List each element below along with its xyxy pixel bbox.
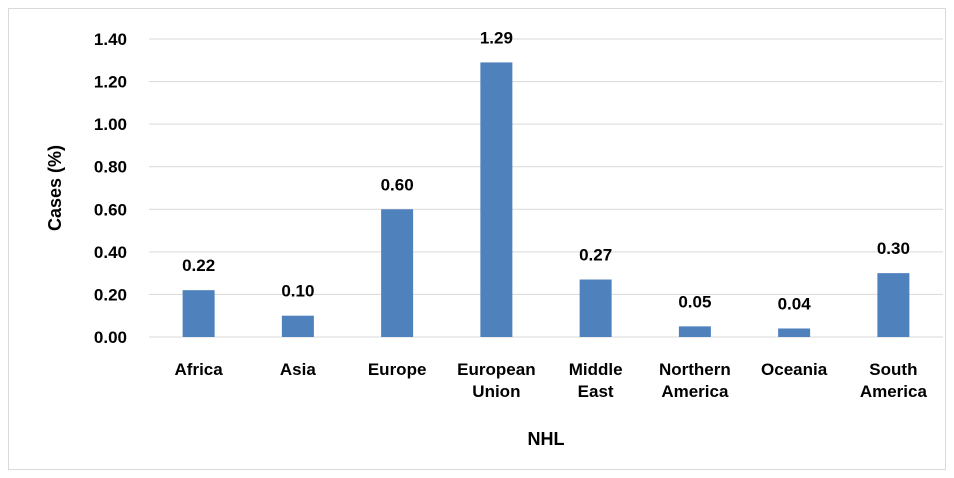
y-tick-label: 0.60 <box>94 200 127 219</box>
data-labels: 0.22 0.10 0.60 1.29 0.27 0.05 0.04 0.30 <box>182 28 910 313</box>
y-tick-label: 1.40 <box>94 30 127 49</box>
x-tick-label-line: East <box>578 382 614 401</box>
data-label: 0.22 <box>182 256 215 275</box>
data-label: 1.29 <box>480 28 513 47</box>
x-tick-label-line: Oceania <box>761 360 828 379</box>
bar <box>480 62 513 338</box>
x-tick-label: Asia <box>280 360 316 379</box>
bar <box>182 290 215 337</box>
x-tick-label-line: Northern <box>659 360 731 379</box>
x-axis-ticks: Africa Asia Europe European Union Middle East N… <box>175 360 928 401</box>
bar <box>778 328 811 337</box>
data-label: 0.10 <box>281 282 314 301</box>
y-tick-label: 0.80 <box>94 158 127 177</box>
data-label: 0.04 <box>778 294 812 313</box>
x-tick-label-line: Asia <box>280 360 316 379</box>
x-tick-label: Oceania <box>761 360 828 379</box>
x-tick-label-line: Middle <box>569 360 623 379</box>
y-axis-ticks: 0.00 0.20 0.40 0.60 0.80 1.00 1.20 1.40 <box>94 30 127 347</box>
bar <box>678 326 711 337</box>
x-tick-label: South America <box>860 360 928 401</box>
x-tick-label-line: South <box>869 360 917 379</box>
y-tick-label: 0.20 <box>94 285 127 304</box>
x-tick-label-line: Europe <box>368 360 427 379</box>
y-tick-label: 0.00 <box>94 328 127 347</box>
x-tick-label: Africa <box>175 360 224 379</box>
gridlines <box>149 38 943 338</box>
bar <box>877 273 910 337</box>
bar <box>579 279 612 337</box>
y-axis-title: Cases (%) <box>45 145 65 231</box>
bar <box>381 209 414 337</box>
data-label: 0.27 <box>579 246 612 265</box>
x-tick-label: European Union <box>457 360 535 401</box>
bar-chart: 0.00 0.20 0.40 0.60 0.80 1.00 1.20 1.40 0.22 0.1… <box>45 28 943 449</box>
chart-area: 0.00 0.20 0.40 0.60 0.80 1.00 1.20 1.40 0.22 0.1… <box>8 8 946 470</box>
bar <box>281 315 314 337</box>
x-tick-label-line: Africa <box>175 360 224 379</box>
x-tick-label: Europe <box>368 360 427 379</box>
y-tick-label: 1.00 <box>94 115 127 134</box>
data-label: 0.60 <box>381 175 414 194</box>
y-tick-label: 0.40 <box>94 243 127 262</box>
x-tick-label-line: America <box>860 382 928 401</box>
data-label: 0.05 <box>678 292 711 311</box>
x-axis-title: NHL <box>528 429 565 449</box>
x-tick-label: Northern America <box>659 360 731 401</box>
bars <box>182 62 910 338</box>
x-tick-label-line: European <box>457 360 535 379</box>
x-tick-label-line: Union <box>472 382 520 401</box>
x-tick-label-line: America <box>661 382 729 401</box>
x-tick-label: Middle East <box>569 360 623 401</box>
data-label: 0.30 <box>877 239 910 258</box>
y-tick-label: 1.20 <box>94 73 127 92</box>
